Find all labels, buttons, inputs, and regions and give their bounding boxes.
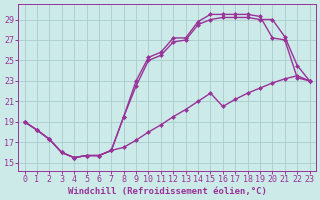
X-axis label: Windchill (Refroidissement éolien,°C): Windchill (Refroidissement éolien,°C) xyxy=(68,187,267,196)
